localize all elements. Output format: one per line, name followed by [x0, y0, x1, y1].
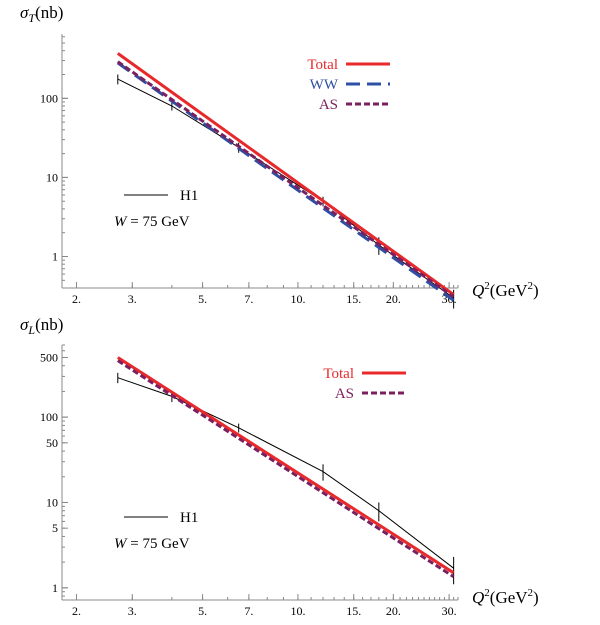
y-label-symbol: σ	[20, 3, 29, 22]
x-tick-label: 2.	[72, 292, 81, 306]
annotation-h1: H1	[180, 510, 198, 526]
x-label-unit-close: )	[533, 588, 539, 607]
y-tick-label: 100	[40, 410, 58, 424]
x-axis-label: Q2(GeV2)	[472, 587, 539, 607]
x-tick-label: 20.	[386, 604, 401, 618]
y-tick-label: 500	[40, 350, 58, 364]
legend-label-as: AS	[335, 386, 354, 402]
x-tick-label: 15.	[346, 604, 361, 618]
y-axis-label: σT(nb)	[20, 3, 63, 25]
y-label-unit: (nb)	[35, 315, 63, 334]
x-axis-label: Q2(GeV2)	[472, 280, 539, 300]
y-tick-label: 1	[52, 581, 58, 595]
y-label-subscript: L	[27, 323, 35, 337]
series-line-ww	[116, 61, 455, 302]
x-label-unit-sup: 2	[528, 587, 534, 599]
x-label-symbol: Q	[472, 588, 484, 607]
x-label-unit: (GeV	[490, 588, 528, 607]
y-axis-label: σL(nb)	[20, 315, 63, 337]
x-label-sup: 2	[484, 280, 490, 292]
x-tick-label: 7.	[244, 292, 253, 306]
series-line-as	[116, 359, 455, 578]
legend-label-total: Total	[323, 366, 354, 382]
y-label-subscript: T	[28, 11, 36, 25]
y-tick-label: 1	[52, 250, 58, 264]
y-label-symbol: σ	[20, 315, 29, 334]
series-line-h1	[117, 377, 454, 569]
x-label-unit: (GeV	[490, 281, 528, 300]
x-tick-label: 10.	[290, 292, 305, 306]
y-tick-label: 50	[46, 436, 58, 450]
legend-label-ww: WW	[310, 77, 339, 93]
x-tick-label: 3.	[128, 604, 137, 618]
legend-label-total: Total	[307, 57, 338, 73]
annotation-h1: H1	[180, 188, 198, 204]
y-tick-label: 10	[46, 170, 58, 184]
y-label-unit: (nb)	[35, 3, 63, 22]
x-tick-label: 3.	[128, 292, 137, 306]
series-line-total	[116, 52, 455, 296]
x-tick-label: 10.	[290, 604, 305, 618]
x-tick-label: 20.	[386, 292, 401, 306]
x-tick-label: 2.	[72, 604, 81, 618]
x-label-sup: 2	[484, 587, 490, 599]
x-tick-label: 30.	[442, 604, 457, 618]
y-tick-label: 10	[46, 495, 58, 509]
series-line-total	[116, 356, 455, 575]
annotation-energy: W = 75 GeV	[114, 214, 190, 230]
y-tick-label: 5	[52, 521, 58, 535]
x-tick-label: 7.	[244, 604, 253, 618]
x-tick-label: 15.	[346, 292, 361, 306]
x-label-unit-sup: 2	[528, 280, 534, 292]
x-label-unit-close: )	[533, 281, 539, 300]
x-label-symbol: Q	[472, 281, 484, 300]
x-tick-label: 5.	[198, 604, 207, 618]
legend-label-as: AS	[319, 97, 338, 113]
x-tick-label: 5.	[198, 292, 207, 306]
annotation-energy: W = 75 GeV	[114, 536, 190, 552]
series-line-as	[116, 60, 455, 299]
y-tick-label: 100	[40, 91, 58, 105]
